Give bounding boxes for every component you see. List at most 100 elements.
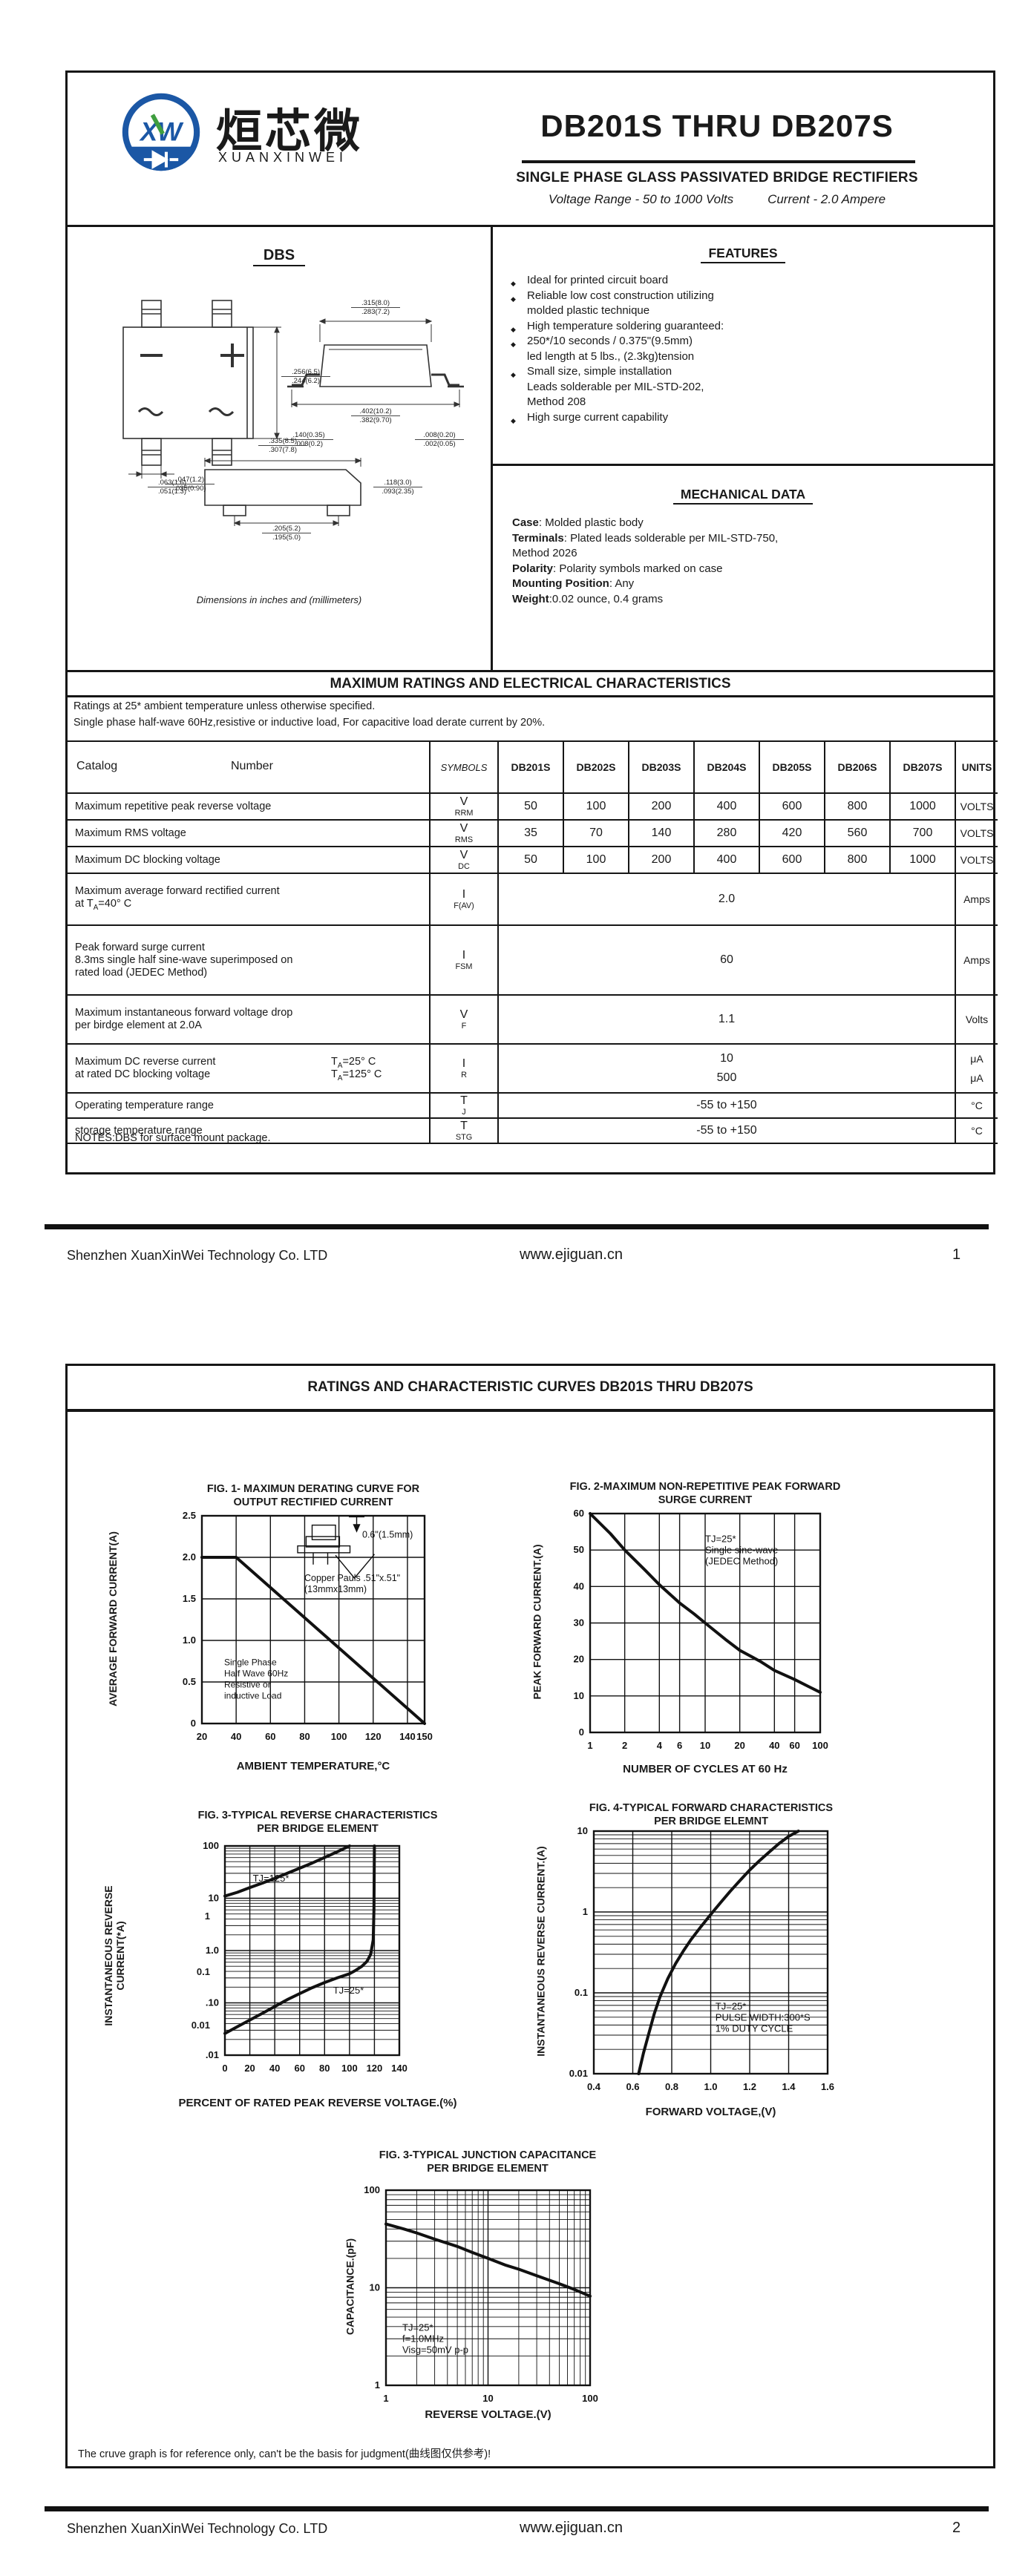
table-header-row: Catalog Number SYMBOLS DB201S DB202S DB203S DB… [68, 742, 998, 792]
x-tick-label: 0 [222, 2063, 227, 2074]
dim-side-right: .008(0.20) .002(0.05) [415, 431, 464, 448]
table-cell: VOLTS [955, 794, 998, 819]
y-tick-label: 1.0 [183, 1634, 196, 1646]
x-tick-label: 40 [231, 1731, 241, 1742]
chart-annotation: Resistive or [224, 1680, 271, 1690]
mechanical-title: MECHANICAL DATA [493, 487, 993, 505]
device-name: DB203S [641, 761, 681, 773]
feature-item: ◆ Ideal for printed circuit board [493, 273, 993, 289]
fig1-chart-svg: 20 40 60 80 100 120 140 150 0 0.5 1.0 1.5 2.0 2.5 Sing… [183, 1510, 433, 1742]
y-tick-label: 10 [574, 1690, 584, 1701]
units-label: UNITS [961, 761, 992, 773]
y-tick-label: 1 [375, 2379, 380, 2391]
footer-company: Shenzhen XuanXinWei Technology Co. LTD [67, 1248, 328, 1263]
table-cell: DB204S [693, 742, 759, 792]
table-cell: μA μA [955, 1045, 998, 1092]
table-cell: Maximum average forward rectified curren… [75, 884, 280, 912]
y-tick-label: 2.5 [183, 1510, 196, 1521]
table-cell: DB206S [824, 742, 889, 792]
table-cell: SYMBOLS [429, 742, 497, 792]
table-row: Maximum RMS voltage V RMS 35 70 140 280 420 560 7… [68, 819, 998, 846]
x-tick-label: 100 [331, 1731, 347, 1742]
forward-voltage-curve [637, 1830, 800, 2075]
fig2-chart-svg: 1 2 4 6 10 20 40 60 100 0 10 20 30 40 50 60 TJ=25*Single… [574, 1508, 828, 1751]
feature-item: ◆ 250*/10 seconds / 0.375"(9.5mm) [493, 334, 993, 349]
diamond-bullet-icon: ◆ [511, 295, 516, 303]
curves-note: The cruve graph is for reference only, c… [78, 2448, 491, 2460]
page2-title-band: RATINGS AND CHARACTERISTIC CURVES DB201S… [68, 1366, 993, 1412]
chart-annotation: TJ=125* [253, 1873, 289, 1884]
table-cell: 400 [693, 847, 759, 873]
table-cell: °C [955, 1119, 998, 1143]
ratings-table: Catalog Number SYMBOLS DB201S DB202S DB203S DB… [68, 740, 998, 1144]
title-underline [522, 160, 915, 163]
table-cell: V RMS [429, 821, 497, 846]
x-tick-label: 4 [657, 1740, 663, 1751]
table-cell: 560 [824, 821, 889, 846]
y-tick-label: 0.01 [569, 2068, 588, 2079]
table-row: Maximum DC blocking voltage V DC 50 100 200 40… [68, 846, 998, 873]
current-rating: Current - 2.0 Ampere [767, 192, 886, 206]
fig2-title: FIG. 2-MAXIMUM NON-REPETITIVE PEAK FORWA… [569, 1481, 841, 1506]
device-name: DB206S [837, 761, 877, 773]
package-column: DBS [68, 225, 491, 670]
x-tick-label: 60 [294, 2063, 304, 2074]
x-tick-label: 150 [416, 1731, 433, 1742]
y-tick-label: 30 [574, 1617, 584, 1629]
mechanical-item: Mounting Position: Any [512, 577, 635, 590]
x-tick-label: 100 [812, 1740, 828, 1751]
table-cell: 600 [759, 847, 824, 873]
device-name: DB207S [903, 761, 943, 773]
page1-header: XW 烜芯微 XUANXINWEI DB201S THRU DB207S SIN… [68, 73, 993, 227]
pcb-pad-sketch-icon [297, 1516, 376, 1580]
feature-item: Leads solderable per MIL-STD-202, [527, 380, 704, 393]
dim-front-height: .256(6.5) .244(6.2) [281, 368, 330, 385]
y-tick-label: 0 [191, 1718, 196, 1729]
x-tick-label: 140 [391, 2063, 408, 2074]
table-cell: Maximum repetitive peak reverse voltage [75, 800, 272, 812]
company-logo: XW [122, 93, 200, 171]
fig3-chart-svg: 0 20 40 60 80 100 120 140 100 10 1.0 .10 .01 TJ=125* T… [203, 1840, 408, 2074]
table-cell: I F(AV) [429, 874, 497, 924]
y-tick-label: .01 [206, 2049, 219, 2060]
table-cell: Amps [955, 874, 998, 924]
number-label: Number [231, 760, 273, 772]
x-tick-label: 0.8 [665, 2081, 678, 2092]
page1-footer-rule [45, 1224, 989, 1229]
chart-annotation: Single Phase [224, 1657, 277, 1668]
chart-annotation: (13mmx13mm) [304, 1584, 367, 1594]
x-tick-label: 1.0 [704, 2081, 717, 2092]
page2-number: 2 [952, 2520, 961, 2536]
table-cell: 1000 [889, 794, 955, 819]
dim-side-overall: .402(10.2) .382(9.70) [351, 407, 400, 424]
page1-number: 1 [952, 1246, 961, 1263]
table-cell: Amps [955, 926, 998, 994]
chart-annotation: (JEDEC Method) [705, 1555, 778, 1566]
x-tick-label: 1.2 [743, 2081, 756, 2092]
fig2-ylabel: PEAK FORWARD CURRENT.(A) [531, 1544, 543, 1700]
tj-25-curve [223, 1844, 376, 2035]
x-tick-label: 120 [365, 1731, 382, 1742]
table-cell: -55 to +150 [497, 1119, 955, 1143]
fig3-outer-label-1: 1 [204, 1910, 210, 1922]
table-cell: V DC [429, 847, 497, 873]
table-cell: 200 [628, 847, 693, 873]
y-tick-label: 10 [370, 2282, 380, 2293]
footer-company-2: Shenzhen XuanXinWei Technology Co. LTD [67, 2521, 328, 2536]
mechanical-item: Terminals: Plated leads solderable per M… [512, 531, 779, 545]
chart-annotation: 1% DUTY CYCLE [716, 2023, 793, 2034]
chart-annotation: PULSE WIDTH:300*S [716, 2011, 811, 2023]
x-tick-label: 60 [265, 1731, 275, 1742]
ratings-note-1: Ratings at 25* ambient temperature unles… [73, 700, 376, 712]
table-cell: 50 [497, 847, 563, 873]
mechanical-item: Case: Molded plastic body [512, 516, 644, 529]
table-cell: Operating temperature range [75, 1099, 214, 1111]
table-cell: 70 [563, 821, 628, 846]
table-cell: 420 [759, 821, 824, 846]
company-cn-name: 烜芯微 [216, 106, 364, 157]
y-tick-label: 0.1 [575, 1987, 588, 1998]
mechanical-item: Method 2026 [512, 547, 577, 559]
footer-website: www.ejiguan.cn [520, 1246, 623, 1263]
table-cell: 100 [563, 794, 628, 819]
